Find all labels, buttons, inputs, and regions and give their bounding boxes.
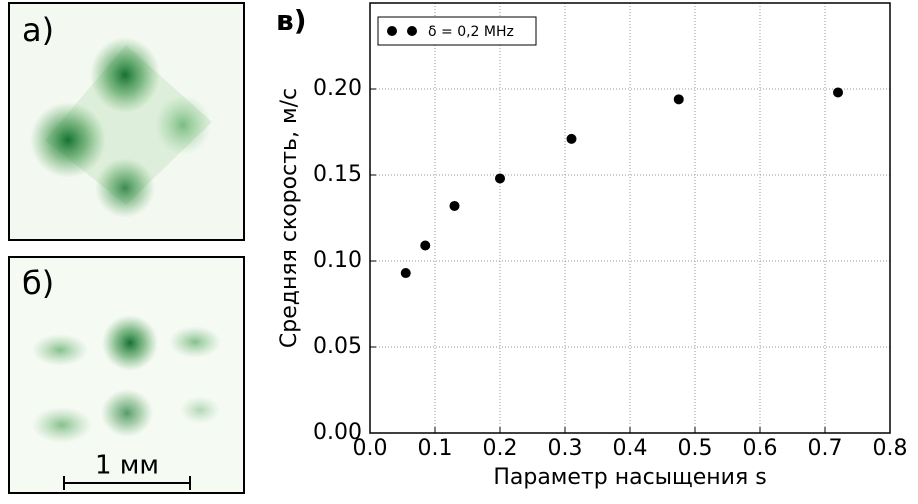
y-axis-label: Средняя скорость, м/с: [277, 88, 302, 348]
y-tick-label: 0.00: [313, 420, 362, 445]
data-point: [673, 94, 684, 105]
x-tick-label: 0.8: [873, 436, 908, 461]
panel-label: б): [22, 264, 54, 302]
legend-label: δ = 0,2 MHz: [428, 24, 514, 40]
panel-label: а): [22, 11, 54, 49]
y-tick-label: 0.05: [313, 334, 362, 359]
data-point: [833, 87, 843, 98]
data-point: [566, 133, 577, 144]
y-tick-label: 0.10: [313, 248, 362, 273]
plot-frame: [369, 2, 891, 434]
scatter-chart: в) Параметр насыщения s Средняя скорость…: [276, 2, 908, 490]
x-tick-label: 0.5: [678, 436, 713, 461]
y-tick-label: 0.20: [313, 76, 362, 101]
data-point: [449, 200, 460, 211]
x-axis-label: Параметр насыщения s: [493, 465, 766, 490]
x-tick-label: 0.7: [808, 436, 843, 461]
data-point: [495, 173, 505, 184]
data-point: [420, 240, 431, 251]
x-tick-label: 0.3: [548, 436, 583, 461]
x-tick-label: 0.0: [353, 436, 388, 461]
x-tick-label: 0.6: [743, 436, 778, 461]
x-tick-label: 0.4: [613, 436, 648, 461]
data-point: [400, 268, 411, 279]
x-tick-label: 0.1: [418, 436, 453, 461]
y-tick-label: 0.15: [313, 162, 362, 187]
x-tick-label: 0.2: [483, 436, 518, 461]
legend-marker: [387, 26, 397, 36]
scale-bar-label: 1 мм: [95, 451, 159, 481]
image-a: а): [8, 2, 245, 241]
image-b: б) 1 мм: [8, 256, 245, 494]
legend-box: [377, 16, 537, 46]
legend-marker: [407, 26, 417, 36]
panel-label: в): [276, 4, 307, 37]
